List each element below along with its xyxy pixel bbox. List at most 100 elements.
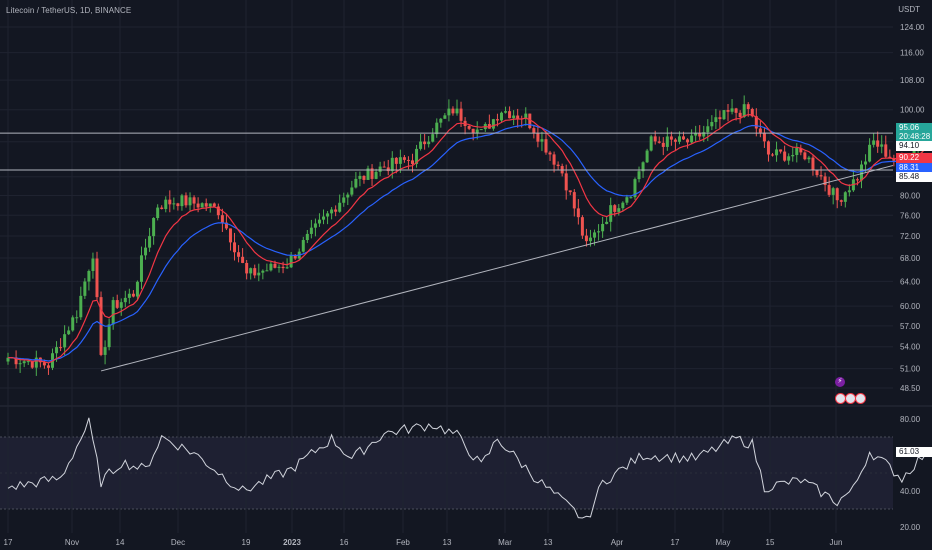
candle-body — [79, 295, 83, 318]
candle-body — [394, 157, 398, 164]
candle-body — [580, 217, 584, 236]
candle-body — [892, 158, 896, 161]
candle-body — [390, 157, 394, 172]
candle-body — [451, 108, 455, 114]
candle-body — [103, 347, 107, 355]
candle-body — [342, 197, 346, 203]
candle-body — [532, 128, 536, 134]
candle-body — [305, 233, 309, 241]
price-tick-label: 64.00 — [900, 277, 921, 286]
candle-body — [597, 231, 601, 233]
candle-body — [669, 136, 673, 140]
candle-body — [269, 263, 273, 271]
candle-body — [358, 175, 362, 179]
rsi-value-tag: 61.03 — [896, 447, 932, 457]
candle-body — [811, 157, 815, 170]
candle-body — [67, 330, 71, 335]
lightning-icon[interactable]: ⚡ — [835, 377, 845, 387]
candle-body — [168, 199, 172, 205]
candle-body — [730, 108, 734, 112]
candle-body — [843, 192, 847, 202]
rsi-tick-label: 20.00 — [900, 523, 921, 532]
candle-body — [346, 194, 350, 198]
candle-body — [91, 258, 95, 271]
candle-body — [411, 160, 414, 164]
candle-body — [443, 115, 447, 119]
time-tick-label: 2023 — [283, 538, 301, 547]
candle-body — [495, 119, 499, 121]
time-tick-label: 16 — [340, 538, 349, 547]
candle-body — [677, 136, 681, 142]
candle-body — [135, 281, 139, 297]
time-tick-label: 13 — [544, 538, 553, 547]
candle-body — [754, 116, 758, 129]
candle-body — [568, 190, 572, 193]
price-tick-label: 76.00 — [900, 211, 921, 220]
candle-body — [552, 154, 556, 165]
candle-body — [710, 122, 714, 127]
candle-body — [14, 357, 18, 365]
candle-body — [827, 185, 831, 195]
price-tick-label: 116.00 — [900, 49, 924, 58]
candle-body — [237, 252, 241, 257]
ma-fast-tag: 90.22 — [896, 153, 932, 163]
candle-body — [326, 213, 330, 217]
candle-body — [253, 268, 257, 276]
candle-body — [111, 300, 115, 325]
candle-body — [475, 129, 479, 134]
candle-body — [455, 108, 459, 114]
candle-body — [544, 139, 548, 153]
candle-body — [439, 118, 443, 123]
candle-body — [726, 110, 730, 112]
candle-body — [807, 157, 811, 160]
price-tick-label: 51.00 — [900, 365, 921, 374]
candle-body — [338, 202, 342, 212]
candle-body — [273, 263, 277, 268]
candle-body — [378, 166, 382, 172]
candle-body — [160, 207, 164, 209]
candle-body — [738, 112, 742, 118]
candle-body — [26, 361, 30, 363]
candle-body — [637, 171, 641, 180]
candle-body — [370, 168, 374, 179]
candle-body — [119, 302, 123, 308]
candle-body — [528, 113, 532, 129]
time-tick-label: 15 — [766, 538, 775, 547]
candle-body — [322, 216, 326, 220]
news-icon-3[interactable] — [855, 393, 866, 404]
candle-body — [228, 228, 232, 243]
candle-body — [289, 255, 293, 268]
candle-body — [309, 227, 313, 234]
time-tick-label: 14 — [116, 538, 125, 547]
candle-body — [281, 266, 285, 269]
candle-body — [621, 202, 625, 209]
rsi-tick-label: 80.00 — [900, 415, 921, 424]
ma-slow-tag: 88.31 — [896, 163, 932, 173]
candle-body — [285, 267, 289, 269]
candle-body — [30, 361, 34, 368]
candle-body — [261, 270, 265, 273]
candle-body — [127, 293, 131, 298]
candle-body — [880, 144, 884, 147]
candle-body — [694, 133, 698, 136]
candle-body — [588, 237, 592, 242]
candle-body — [657, 141, 661, 143]
candle-body — [71, 317, 75, 331]
candle-body — [629, 197, 633, 199]
candle-body — [164, 199, 168, 209]
price-tick-label: 57.00 — [900, 322, 921, 331]
candle-body — [690, 135, 694, 143]
candle-body — [87, 270, 91, 282]
candle-body — [22, 361, 26, 364]
candle-body — [18, 363, 22, 365]
candle-body — [115, 300, 119, 308]
candle-body — [423, 141, 427, 145]
candle-body — [487, 124, 491, 129]
candle-body — [540, 139, 544, 142]
ma-slow-line — [7, 123, 927, 362]
time-tick-label: Nov — [65, 538, 79, 547]
candle-body — [265, 270, 269, 272]
candle-body — [188, 197, 192, 206]
candle-body — [803, 152, 807, 160]
